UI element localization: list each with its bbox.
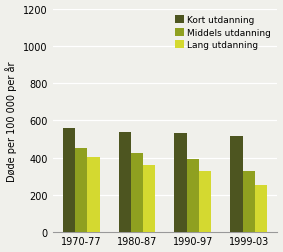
Y-axis label: Døde per 100 000 per år: Døde per 100 000 per år [6, 61, 18, 181]
Bar [187, 159, 199, 232]
Bar [63, 128, 75, 232]
Bar [131, 153, 143, 232]
Bar [143, 166, 155, 232]
Bar [75, 149, 87, 232]
Bar [175, 134, 187, 232]
Legend: Kort utdanning, Middels utdanning, Lang utdanning: Kort utdanning, Middels utdanning, Lang … [173, 14, 273, 52]
Bar [199, 171, 211, 232]
Bar [243, 171, 255, 232]
Bar [230, 137, 243, 232]
Bar [119, 132, 131, 232]
Bar [255, 185, 267, 232]
Bar [87, 157, 100, 232]
